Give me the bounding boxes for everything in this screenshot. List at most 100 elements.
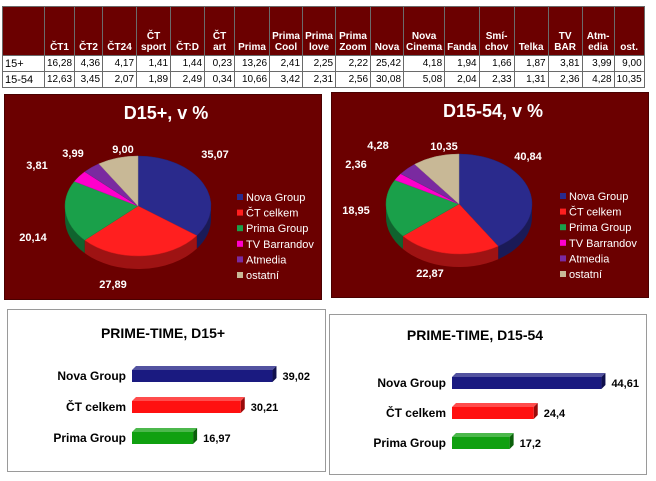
bar-ct-celkem	[452, 403, 538, 419]
column-header-prima-zoom: Prima Zoom	[335, 6, 372, 56]
table-cell: 1,31	[513, 71, 549, 88]
pie-chart-d15-54: D15-54, v % 40,84 22,87 18,95 2,364,28 10,35 N…	[342, 101, 637, 281]
bar-category-label-prima-group: Prima Group	[53, 431, 126, 445]
bar-panel-prime-d15plus: PRIME-TIME, D15+ Nova Group 39,02 ČT celkem…	[7, 309, 326, 472]
table-cell: 2,31	[302, 71, 337, 88]
bar-value-label-ct-celkem: 24,4	[544, 408, 566, 420]
table-cell: 10,35	[613, 71, 645, 88]
row-label: 15+	[2, 55, 45, 72]
column-header-telka: Telka	[513, 6, 549, 56]
table-cell: 2,04	[444, 71, 480, 88]
share-table: ČT1 ČT2 ČT24 ČT sport ČT:D ČT art Prima Prima Cool…	[2, 6, 645, 88]
pie-value-label-ostatni: 9,00	[112, 144, 133, 156]
bar-nova-group	[452, 373, 606, 389]
table-cell: 1,66	[478, 55, 515, 72]
table-row: 15+ 16,28 4,36 4,17 1,41 1,44 0,23 13,26 2,41 2,2…	[2, 55, 645, 72]
table-cell: 0,23	[204, 55, 236, 72]
table-cell: 3,81	[547, 55, 583, 72]
legend-swatch-ostatni	[237, 272, 243, 278]
legend-swatch-ostatni	[560, 271, 566, 277]
pie-value-label-tv-barrandov: 2,36	[345, 159, 366, 171]
column-header-fanda: Fanda	[444, 6, 480, 56]
pie-value-label-atmedia: 3,99	[62, 148, 83, 160]
column-header-prima: Prima	[234, 6, 271, 56]
bar-value-label-ct-celkem: 30,21	[251, 402, 279, 414]
bar-panel-prime-d15-54: PRIME-TIME, D15-54 Nova Group 44,61 ČT celk…	[329, 314, 647, 475]
legend-swatch-prima-group	[237, 225, 243, 232]
pie-slice-side-nova-group	[196, 206, 211, 249]
pie-slice-nova-group	[458, 153, 533, 247]
pie-value-label-ct-celkem: 27,89	[99, 279, 127, 291]
pie-slice-ct-celkem	[402, 203, 499, 255]
table-cell: 12,63	[43, 71, 76, 88]
table-cell: 13,26	[234, 55, 271, 72]
legend-label-ostatni: ostatní	[569, 269, 602, 281]
bar-category-label-ct-celkem: ČT celkem	[66, 399, 126, 414]
pie-slice-side-prima-group	[386, 204, 403, 250]
legend-swatch-atmedia	[237, 256, 243, 263]
column-header-ct24: ČT24	[102, 6, 138, 56]
legend-swatch-nova-group	[560, 193, 566, 199]
bar-category-label-prima-group: Prima Group	[373, 436, 446, 450]
column-header-ct-art: ČT art	[204, 6, 236, 56]
pie-title: D15-54, v %	[443, 101, 543, 121]
table-cell: 4,28	[581, 71, 615, 88]
bar-chart-prime-d15plus: PRIME-TIME, D15+ Nova Group 39,02 ČT celkem…	[53, 325, 310, 445]
pie-group	[385, 153, 533, 267]
table-cell: 10,66	[234, 71, 271, 88]
table-cell: 30,08	[370, 71, 405, 88]
pie-group	[64, 155, 212, 269]
table-cell: 2,25	[302, 55, 337, 72]
row-label: 15-54	[2, 71, 45, 88]
bar-prima-group	[132, 428, 198, 444]
bar-title: PRIME-TIME, D15+	[101, 325, 225, 341]
table-cell: 3,99	[581, 55, 615, 72]
table-cell: 16,28	[43, 55, 76, 72]
table-cell: 2,41	[269, 55, 304, 72]
pie-slice-ostatni	[414, 153, 460, 205]
pie-slice-ostatni	[98, 155, 139, 207]
column-header-ost: ost.	[613, 6, 645, 56]
legend-label-ct-celkem: ČT celkem	[246, 207, 298, 220]
table-cell: 2,36	[547, 71, 583, 88]
bar-value-label-prima-group: 17,2	[520, 438, 541, 450]
bar-value-label-prima-group: 16,97	[203, 433, 231, 445]
legend-label-atmedia: Atmedia	[246, 254, 287, 266]
table-cell: 0,34	[204, 71, 236, 88]
pie-slice-ct-celkem	[84, 205, 198, 257]
legend-swatch-tv-barrandov	[237, 240, 243, 247]
bar-value-label-nova-group: 44,61	[611, 378, 639, 390]
legend-label-nova-group: Nova Group	[569, 191, 628, 203]
legend-swatch-prima-group	[560, 224, 566, 231]
table-row: 15-54 12,63 3,45 2,07 1,89 2,49 0,34 10,66 3,42 2…	[2, 71, 645, 88]
column-header-ct1: ČT1	[43, 6, 76, 56]
column-header-nova: Nova	[370, 6, 405, 56]
pie-slice-prima-group	[385, 179, 460, 237]
legend-label-tv-barrandov: TV Barrandov	[569, 238, 637, 250]
legend-swatch-ct-celkem	[560, 208, 566, 215]
table-cell: 2,56	[335, 71, 372, 88]
bar-category-label-nova-group: Nova Group	[57, 369, 126, 383]
pie-slice-nova-group	[137, 155, 212, 236]
table-cell: 1,44	[170, 55, 206, 72]
pie-value-label-ostatni: 10,35	[430, 141, 458, 153]
table-cell: 1,89	[136, 71, 172, 88]
pie-value-label-prima-group: 18,95	[342, 205, 370, 217]
pie-slice-side-ct-celkem	[84, 235, 197, 269]
table-cell: 1,87	[513, 55, 549, 72]
pie-value-label-atmedia: 4,28	[367, 140, 388, 152]
legend-swatch-tv-barrandov	[560, 239, 566, 246]
column-header-prima-love: Prima love	[302, 6, 337, 56]
legend-label-nova-group: Nova Group	[246, 192, 305, 204]
table-cell: 25,42	[370, 55, 405, 72]
table-cell: 2,07	[102, 71, 138, 88]
legend-swatch-nova-group	[237, 194, 243, 200]
legend-label-ct-celkem: ČT celkem	[569, 206, 621, 219]
legend-label-prima-group: Prima Group	[246, 223, 308, 235]
table-header-row: ČT1 ČT2 ČT24 ČT sport ČT:D ČT art Prima Prima Cool…	[2, 6, 645, 56]
legend-swatch-ct-celkem	[237, 209, 243, 216]
bar-category-label-ct-celkem: ČT celkem	[386, 405, 446, 420]
column-header-nova-cinema: Nova Cinema	[403, 6, 446, 56]
pie-slice-side-nova-group	[498, 204, 532, 260]
legend-label-atmedia: Atmedia	[569, 253, 610, 265]
